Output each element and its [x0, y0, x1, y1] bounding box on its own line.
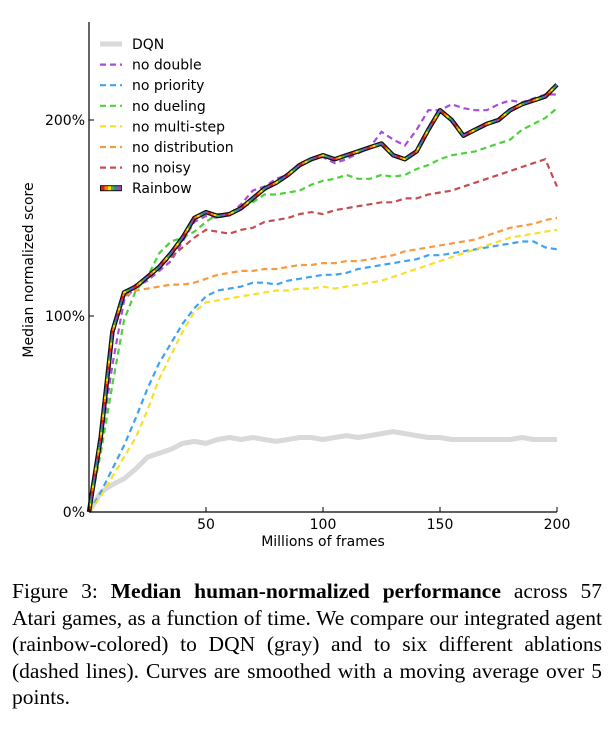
legend-swatch-rainbow-stripe [104, 186, 108, 191]
legend-swatch-rainbow-stripe [118, 186, 122, 191]
legend-label-dqn: DQN [132, 37, 164, 53]
y-tick-label: 100% [45, 309, 85, 325]
x-axis-label: Millions of frames [261, 534, 385, 550]
series-line-no-multi-step [88, 228, 558, 513]
series-line-no-priority [88, 240, 558, 513]
series-line-no-noisy [87, 157, 559, 513]
series-line-dqn [86, 429, 557, 514]
legend-label-no-priority: no priority [132, 78, 204, 94]
series-line-rainbow-band [88, 83, 558, 513]
legend-label-no-multi-step: no multi-step [132, 119, 225, 135]
plot-lines [86, 83, 559, 514]
x-tick-label: 50 [197, 517, 215, 533]
legend-label-no-noisy: no noisy [132, 161, 191, 177]
legend-label-rainbow: Rainbow [132, 181, 192, 197]
y-axis-label: Median normalized score [21, 182, 37, 357]
legend-label-no-distribution: no distribution [132, 140, 234, 156]
caption-rest: across 57 Atari games, as a function of … [12, 579, 603, 709]
x-tick-label: 200 [544, 517, 571, 533]
x-tick-label: 100 [310, 517, 337, 533]
median-performance-chart: 50 100 150 200 0% 100% 200% Millions of frames… [21, 22, 570, 550]
series-line-no-dueling [87, 107, 558, 513]
caption-prefix: Figure 3: [12, 579, 111, 603]
legend-swatch-rainbow-stripe [107, 186, 112, 191]
figure-caption: Figure 3: Median human-normalized perfor… [12, 578, 602, 711]
series-line-rainbow-band [88, 83, 558, 513]
series-line-no-distribution [87, 216, 558, 513]
axis-ticks: 50 100 150 200 0% 100% 200% [45, 113, 570, 533]
legend-swatch-rainbow-stripe [101, 186, 105, 191]
legend-label-no-double: no double [132, 58, 202, 74]
caption-bold: Median human-normalized performance [110, 579, 501, 603]
legend-swatch-rainbow-stripe [111, 186, 115, 191]
y-tick-label: 200% [45, 113, 85, 129]
x-tick-label: 150 [427, 517, 454, 533]
legend: DQN no double no priority no dueling no mult… [100, 37, 234, 197]
y-tick-label: 0% [63, 505, 85, 521]
legend-swatch-rainbow-stripe [114, 186, 118, 191]
legend-label-no-dueling: no dueling [132, 99, 206, 115]
